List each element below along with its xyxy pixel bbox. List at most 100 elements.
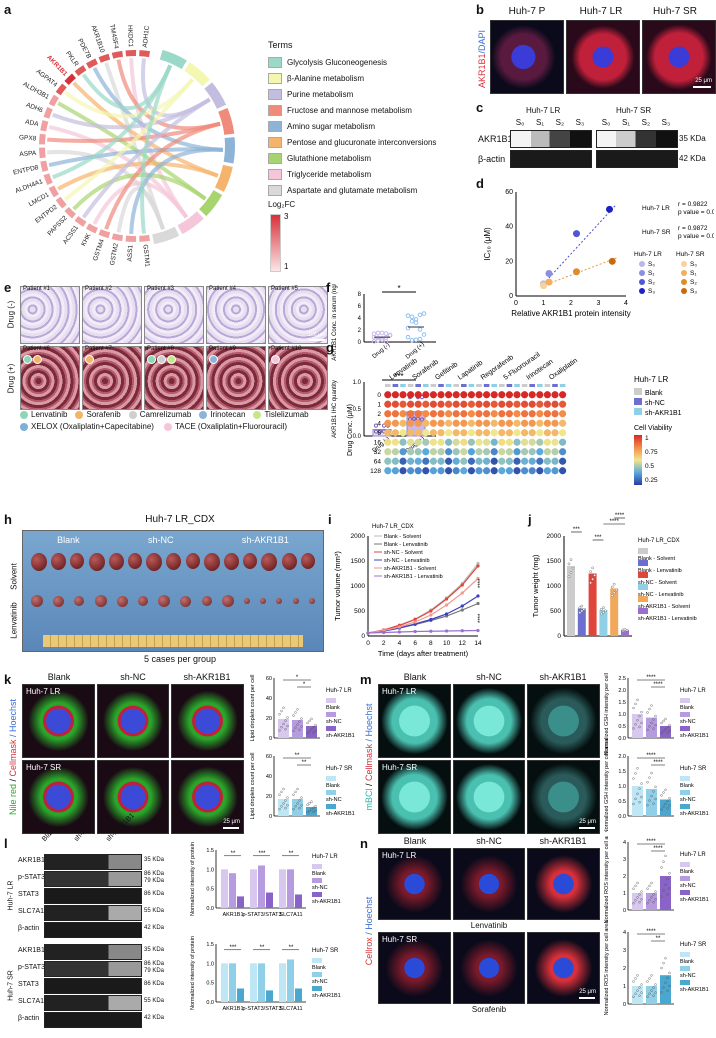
- d-xtick: 0: [514, 300, 518, 307]
- tumor-solvent: [166, 553, 182, 570]
- g-cell: [460, 400, 468, 408]
- bar-dot: [662, 805, 665, 808]
- g-cell: [521, 448, 529, 456]
- g-cell: [475, 467, 483, 475]
- term-swatch: [268, 136, 282, 148]
- gene-label: GSTM1: [141, 244, 150, 267]
- m-col-shakr1b1: sh-AKR1B1: [539, 672, 587, 682]
- j-legend-swatch: [638, 560, 648, 566]
- j-dot: [604, 609, 607, 613]
- g-cell: [445, 419, 453, 427]
- chord-ribbon: [116, 186, 165, 233]
- g-cell: [460, 391, 468, 399]
- bar-dot: [666, 989, 669, 992]
- j-title: Huh-7 LR_CDX: [638, 538, 680, 544]
- g-cell: [475, 391, 483, 399]
- g-cv-tick: 0.25: [645, 477, 658, 484]
- i-point: [460, 583, 464, 587]
- d-fit-line: [543, 204, 616, 285]
- d-xtick: 4: [624, 300, 628, 307]
- d-xtick: 1: [542, 300, 546, 307]
- patient-label: Patient #10: [271, 346, 302, 352]
- bar-dot: [668, 796, 671, 800]
- g-cell: [475, 419, 483, 427]
- g-cell: [437, 419, 445, 427]
- microscopy-image: Huh-7 SR: [22, 760, 95, 834]
- g-cell: [452, 467, 460, 475]
- term-label: β-Alanine metabolism: [287, 73, 365, 83]
- bar-dot: [632, 777, 635, 780]
- l-sig: ***: [229, 945, 237, 951]
- g-group-bar: [407, 384, 414, 387]
- g-cell: [391, 410, 399, 418]
- bar-ytick: 1.5: [618, 700, 626, 706]
- bar-dot: [636, 896, 639, 899]
- bar: [646, 789, 657, 816]
- g-cell: [543, 429, 551, 437]
- g-cv-tick: 0.5: [645, 463, 654, 470]
- i-legend-label: sh-AKR1B1 - Solvent: [384, 566, 436, 572]
- l-sig: **: [231, 851, 236, 857]
- panel-f-label: f: [326, 280, 331, 295]
- bar-legend-title: Huh-7 SR: [680, 942, 707, 948]
- g-cell: [399, 467, 407, 475]
- kda-label: 86 KDa: [144, 981, 165, 987]
- gene-label: GPX8: [19, 134, 37, 142]
- bar-dot: [300, 804, 303, 807]
- j-dot: [591, 566, 594, 570]
- g-cell: [528, 429, 536, 437]
- bar-dot: [666, 725, 669, 729]
- bar-ylabel: Lipid droplets count per cell: [250, 675, 256, 742]
- d-point: [573, 230, 580, 238]
- blot-row-label: SLC7A11: [18, 908, 48, 915]
- sig-text: ****: [646, 753, 656, 759]
- bar-dot: [662, 986, 665, 989]
- i-series-line: [367, 578, 479, 634]
- j-dot: [567, 575, 571, 578]
- bar-dot: [640, 983, 643, 986]
- g-cell: [422, 467, 430, 475]
- g-cell: [445, 391, 453, 399]
- g-cell: [543, 419, 551, 427]
- g-cell: [467, 467, 475, 475]
- g-cell: [391, 438, 399, 446]
- g-cell: [437, 438, 445, 446]
- bar-dot: [638, 725, 641, 729]
- bar-dot: [664, 981, 667, 984]
- g-cell: [513, 438, 521, 446]
- j-legend-swatch: [638, 572, 648, 578]
- chord-ribbon: [92, 181, 189, 225]
- bar-ytick: 4: [623, 930, 626, 936]
- i-point: [444, 597, 449, 601]
- f-top-dot: [375, 335, 381, 341]
- d-leg-lane: S₀: [648, 261, 655, 268]
- g-cell: [407, 429, 415, 437]
- j-dot: [602, 606, 605, 609]
- g-group-bar: [537, 384, 543, 387]
- bar-dot: [282, 722, 285, 726]
- g-group-bar: [552, 384, 558, 387]
- bar-ylabel: Lipid droplets count per cell: [250, 753, 256, 820]
- g-cell: [559, 391, 567, 399]
- m-col-shnc: sh-NC: [476, 672, 502, 682]
- bar-dot: [668, 984, 671, 988]
- patient-label: Patient #3: [147, 286, 175, 292]
- l-legend-label: sh-AKR1B1: [312, 899, 341, 905]
- drug-legend: Lenvatinib Sorafenib Camrelizumab Irinoteca…: [20, 410, 320, 431]
- g-cell: [490, 448, 498, 456]
- panel-k-label: k: [4, 672, 12, 687]
- g-cell: [452, 438, 460, 446]
- bar-ytick: 0: [623, 908, 626, 914]
- drug-legend-item: Tislelizumab: [253, 410, 309, 419]
- l-sig: **: [289, 945, 294, 951]
- drug-dots: [23, 355, 42, 364]
- bar-dot: [300, 725, 303, 728]
- g-cell: [467, 400, 475, 408]
- tumor-volume-chart: Huh-7 LR_CDX 0 2 4 6 8 10 12 14 0 500 1000 1500 2000 T…: [333, 524, 484, 658]
- j-legend-swatch: [638, 608, 648, 614]
- microscopy-huh7-p: [490, 20, 564, 94]
- g-conc-label: 2: [377, 411, 381, 418]
- ihc-scalebar: [309, 339, 325, 341]
- j-legend-label: Blank - Lenvatinib: [638, 568, 682, 574]
- gene-arc: [43, 106, 53, 119]
